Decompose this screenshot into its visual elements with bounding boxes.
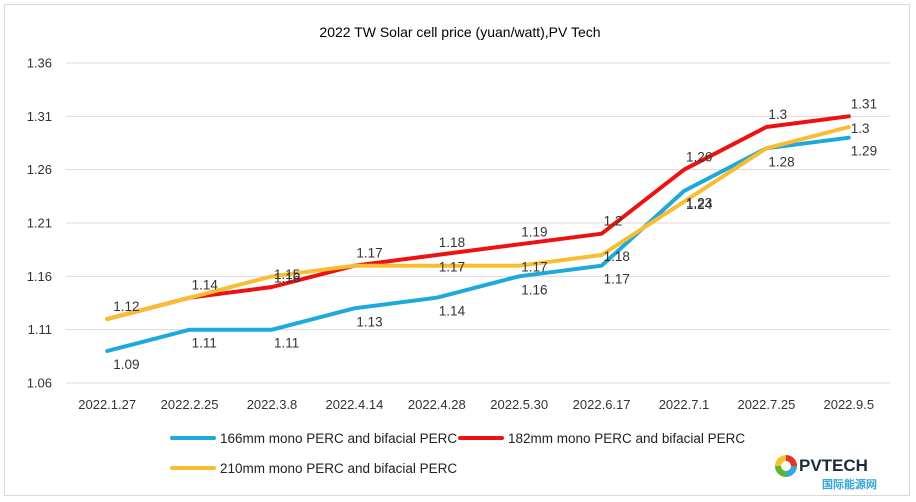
- series-line-1: [105, 114, 851, 321]
- data-label: 1.12: [113, 299, 139, 314]
- data-label: 1.14: [192, 278, 219, 293]
- data-label: 1.09: [113, 357, 139, 372]
- x-tick-label: 2022.9.5: [823, 397, 874, 412]
- data-label: 1.26: [686, 150, 712, 165]
- x-tick-label: 2022.5.30: [490, 397, 548, 412]
- data-label: 1.3: [768, 107, 787, 122]
- data-label: 1.2: [604, 214, 623, 229]
- data-label: 1.17: [521, 260, 547, 275]
- x-tick-label: 2022.7.1: [659, 397, 710, 412]
- x-tick-label: 2022.4.14: [325, 397, 383, 412]
- series-lines: [105, 114, 851, 353]
- chart-frame: [4, 4, 910, 496]
- data-label: 1.11: [192, 336, 217, 351]
- data-label: 1.18: [604, 249, 630, 264]
- y-tick-label: 1.06: [27, 376, 52, 391]
- y-tick-label: 1.26: [27, 162, 52, 177]
- data-label: 1.17: [439, 260, 465, 275]
- data-label: 1.19: [521, 224, 547, 239]
- pvtech-subtitle-text: 国际能源网: [822, 477, 877, 491]
- x-tick-label: 2022.6.17: [573, 397, 631, 412]
- data-label: 1.17: [356, 246, 382, 261]
- data-label: 1.29: [851, 144, 877, 159]
- y-tick-label: 1.16: [27, 269, 52, 284]
- series-line-0: [105, 135, 851, 353]
- y-axis-ticks: 1.06 1.11 1.16 1.21 1.26 1.31 1.36: [27, 56, 52, 391]
- data-label: 1.31: [851, 96, 877, 111]
- legend-entry: 210mm mono PERC and bifacial PERC: [220, 461, 457, 476]
- x-tick-label: 2022.3.8: [247, 397, 298, 412]
- x-tick-label: 2022.4.28: [408, 397, 466, 412]
- data-label: 1.28: [768, 154, 794, 169]
- data-label: 1.23: [686, 196, 712, 211]
- data-label: 1.13: [356, 314, 382, 329]
- series-line-2: [105, 125, 851, 321]
- legend: 166mm mono PERC and bifacial PERC 182mm m…: [170, 431, 745, 476]
- data-label: 1.17: [604, 272, 630, 287]
- x-tick-label: 2022.7.25: [737, 397, 795, 412]
- data-label: 1.14: [439, 304, 466, 319]
- data-label: 1.24: [686, 197, 713, 212]
- x-tick-label: 2022.1.27: [78, 397, 136, 412]
- x-tick-label: 2022.2.25: [161, 397, 219, 412]
- x-axis-ticks: 2022.1.27 2022.2.25 2022.3.8 2022.4.14 2022.…: [78, 397, 874, 412]
- data-labels: 1.09 1.11 1.11 1.13 1.14 1.16 1.17 1.24 1.28 1.29…: [113, 96, 877, 372]
- legend-entry: 182mm mono PERC and bifacial PERC: [508, 431, 745, 446]
- y-tick-label: 1.21: [27, 216, 52, 231]
- chart-title: 2022 TW Solar cell price (yuan/watt),PV …: [319, 24, 600, 40]
- pvtech-sun-icon: [775, 455, 797, 477]
- pvtech-brand-text: PVTECH: [799, 456, 868, 475]
- data-label: 1.16: [274, 270, 300, 285]
- data-label: 1.11: [274, 336, 299, 351]
- pvtech-logo: PVTECH 国际能源网: [775, 455, 877, 491]
- data-label: 1.3: [851, 121, 870, 136]
- data-label: 1.15: [274, 267, 300, 282]
- data-label: 1.18: [439, 235, 465, 250]
- y-tick-label: 1.31: [27, 109, 52, 124]
- data-label: 1.16: [521, 282, 547, 297]
- legend-entry: 166mm mono PERC and bifacial PERC: [220, 431, 457, 446]
- gridlines: [66, 62, 890, 384]
- y-tick-label: 1.36: [27, 56, 52, 71]
- y-tick-label: 1.11: [28, 322, 52, 337]
